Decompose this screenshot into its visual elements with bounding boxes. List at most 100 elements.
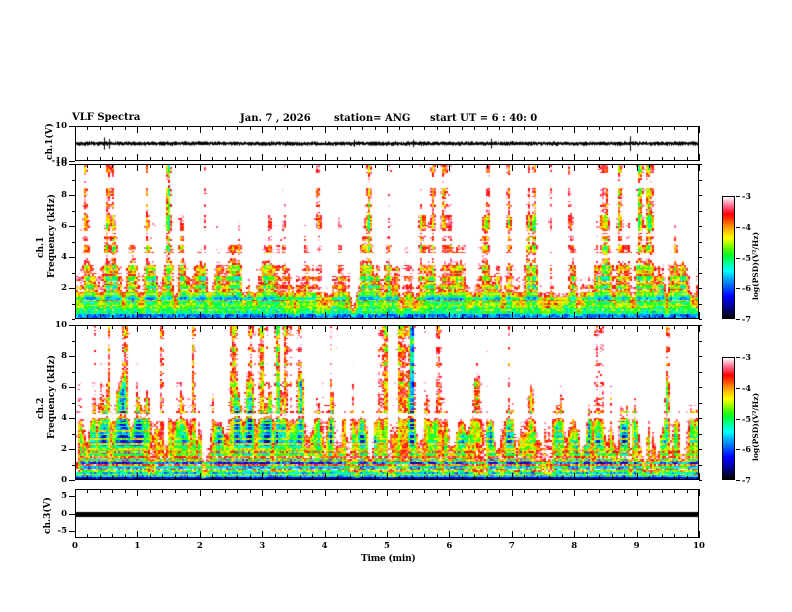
x-minor-tick xyxy=(624,157,626,161)
x-major-tick xyxy=(324,126,326,133)
x-minor-tick xyxy=(249,157,251,161)
colorbar-tick-2 xyxy=(736,388,740,389)
x-minor-tick xyxy=(686,476,688,480)
x-minor-tick xyxy=(287,534,289,538)
x-minor-tick xyxy=(399,164,401,168)
x-minor-tick xyxy=(162,325,164,329)
x-major-tick xyxy=(75,489,76,496)
ch2-spectrogram-image xyxy=(76,326,698,479)
x-minor-tick xyxy=(674,534,676,538)
x-minor-tick xyxy=(187,126,189,130)
colorbar-tick-2 xyxy=(736,449,740,450)
x-major-tick xyxy=(574,325,576,332)
x-minor-tick xyxy=(661,126,663,130)
y-minor-tick xyxy=(72,273,75,274)
x-minor-tick xyxy=(461,534,463,538)
x-minor-tick xyxy=(549,489,551,493)
x-minor-tick xyxy=(299,476,301,480)
y-minor-tick-right xyxy=(699,449,702,450)
x-major-tick xyxy=(699,126,700,133)
x-minor-tick xyxy=(124,476,126,480)
y-minor-tick xyxy=(72,164,75,165)
x-minor-tick xyxy=(337,476,339,480)
x-minor-tick xyxy=(661,489,663,493)
x-minor-tick xyxy=(424,126,426,130)
colorbar-tick-2 xyxy=(736,357,740,358)
colorbar-tick-1 xyxy=(736,258,740,259)
x-major-tick xyxy=(636,325,638,332)
x-minor-tick xyxy=(249,315,251,319)
y-minor-tick xyxy=(72,418,75,419)
x-minor-tick xyxy=(461,126,463,130)
x-major-tick xyxy=(262,164,264,171)
x-major-tick xyxy=(636,531,638,538)
x-minor-tick xyxy=(486,126,488,130)
x-minor-tick xyxy=(287,164,289,168)
x-minor-tick xyxy=(411,126,413,130)
x-minor-tick xyxy=(124,489,126,493)
x-minor-tick xyxy=(299,315,301,319)
x-minor-tick xyxy=(499,164,501,168)
x-minor-tick xyxy=(586,164,588,168)
x-major-tick xyxy=(137,531,139,538)
y-minor-tick xyxy=(72,226,75,227)
x-minor-tick xyxy=(611,157,613,161)
x-minor-tick xyxy=(561,476,563,480)
x-minor-tick xyxy=(287,489,289,493)
x-major-tick xyxy=(699,154,700,161)
x-major-tick xyxy=(511,325,513,332)
x-minor-tick xyxy=(611,126,613,130)
x-minor-tick xyxy=(686,315,688,319)
x-minor-tick xyxy=(349,489,351,493)
x-minor-tick xyxy=(599,164,601,168)
x-minor-tick xyxy=(174,315,176,319)
y-minor-tick xyxy=(72,304,75,305)
colorbar-tick-label-1: -3 xyxy=(742,191,751,201)
x-minor-tick xyxy=(461,157,463,161)
x-minor-tick xyxy=(561,315,563,319)
y-minor-tick-right xyxy=(699,319,702,320)
x-minor-tick xyxy=(87,164,89,168)
x-major-tick xyxy=(574,531,576,538)
x-minor-tick xyxy=(624,325,626,329)
x-minor-tick xyxy=(549,325,551,329)
x-minor-tick xyxy=(99,126,101,130)
x-major-tick xyxy=(199,164,201,171)
x-major-tick xyxy=(199,531,201,538)
x-minor-tick xyxy=(374,534,376,538)
x-major-tick xyxy=(324,154,326,161)
x-minor-tick xyxy=(624,489,626,493)
ch1-freq-y-label: 4 xyxy=(61,252,67,262)
x-minor-tick xyxy=(624,476,626,480)
x-minor-tick xyxy=(524,489,526,493)
x-minor-tick xyxy=(561,164,563,168)
x-minor-tick xyxy=(237,534,239,538)
figure-title: VLF Spectra xyxy=(72,112,141,123)
x-minor-tick xyxy=(187,489,189,493)
x-minor-tick xyxy=(599,534,601,538)
ch1-wave-y-tick xyxy=(69,126,75,127)
x-minor-tick xyxy=(674,157,676,161)
x-tick-label: 0 xyxy=(72,541,78,551)
x-minor-tick xyxy=(524,476,526,480)
colorbar-tick-label-1: -5 xyxy=(742,253,751,263)
x-minor-tick xyxy=(436,164,438,168)
x-minor-tick xyxy=(112,157,114,161)
x-minor-tick xyxy=(486,315,488,319)
x-minor-tick xyxy=(124,534,126,538)
x-major-tick xyxy=(324,531,326,538)
x-major-tick xyxy=(324,325,326,332)
x-minor-tick xyxy=(549,534,551,538)
x-minor-tick xyxy=(586,534,588,538)
x-major-tick xyxy=(636,312,638,319)
x-minor-tick xyxy=(162,315,164,319)
x-minor-tick xyxy=(374,126,376,130)
x-minor-tick xyxy=(162,126,164,130)
x-major-tick xyxy=(449,164,451,171)
x-minor-tick xyxy=(499,315,501,319)
x-minor-tick xyxy=(399,325,401,329)
x-minor-tick xyxy=(312,534,314,538)
x-minor-tick xyxy=(337,126,339,130)
x-major-tick xyxy=(449,531,451,538)
x-minor-tick xyxy=(212,315,214,319)
